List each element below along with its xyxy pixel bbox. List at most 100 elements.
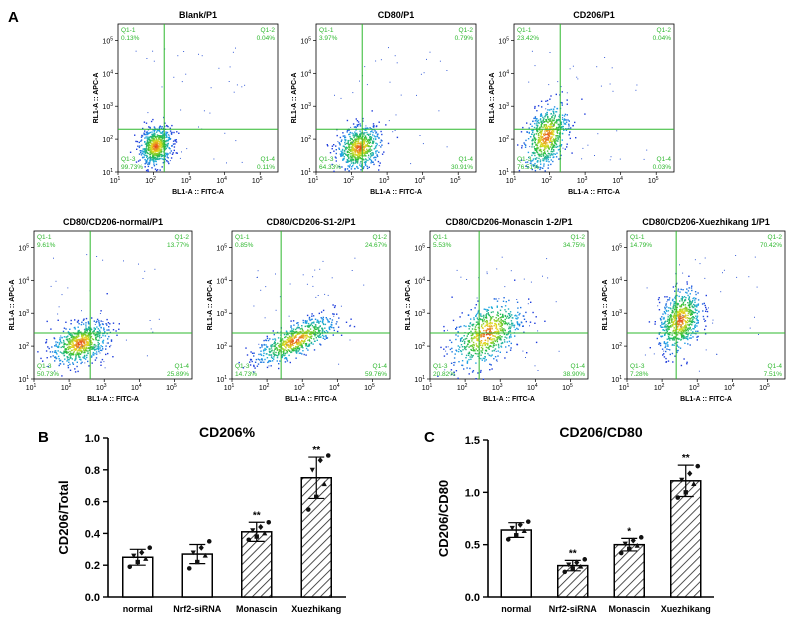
event-point xyxy=(351,147,353,150)
event-point xyxy=(348,133,350,136)
event-point xyxy=(279,343,281,346)
event-point xyxy=(63,341,65,343)
event-point xyxy=(324,293,326,295)
event-point xyxy=(316,327,319,329)
event-point xyxy=(313,349,316,351)
event-point xyxy=(274,344,276,347)
event-point xyxy=(67,335,69,337)
event-point xyxy=(370,162,372,164)
event-point xyxy=(669,353,671,356)
event-point xyxy=(150,140,153,142)
event-point xyxy=(51,346,53,348)
event-point xyxy=(677,331,679,333)
event-point xyxy=(165,147,167,150)
event-point xyxy=(106,293,108,295)
event-point xyxy=(528,156,530,159)
event-point xyxy=(283,351,285,353)
event-point xyxy=(138,153,141,155)
event-point xyxy=(680,328,682,330)
event-point xyxy=(295,357,297,359)
event-point xyxy=(666,310,668,312)
event-point xyxy=(156,145,158,147)
event-point xyxy=(665,345,667,347)
event-point xyxy=(510,326,512,328)
event-point xyxy=(135,140,137,143)
event-point xyxy=(544,130,546,132)
event-point xyxy=(363,145,365,148)
event-point xyxy=(554,140,556,142)
event-point xyxy=(69,369,72,371)
event-point xyxy=(388,120,390,122)
event-point xyxy=(691,324,693,326)
flow-plot-title: Blank/P1 xyxy=(179,10,217,20)
event-point xyxy=(519,323,521,325)
event-point xyxy=(355,140,357,143)
event-point xyxy=(329,152,332,154)
event-point xyxy=(59,340,62,342)
event-point xyxy=(278,345,280,347)
event-point xyxy=(72,353,74,356)
event-point xyxy=(147,165,150,168)
event-point xyxy=(501,324,503,326)
event-point xyxy=(154,168,157,170)
y-tick-label: 101 xyxy=(498,168,509,177)
event-point xyxy=(160,139,163,141)
event-point xyxy=(167,136,169,139)
event-point xyxy=(290,336,292,338)
event-point xyxy=(490,341,493,344)
event-point xyxy=(273,333,275,336)
event-point xyxy=(359,148,361,150)
event-point xyxy=(78,329,80,332)
event-point xyxy=(534,154,536,157)
event-point xyxy=(665,350,667,353)
event-point xyxy=(674,304,676,306)
event-point xyxy=(295,341,297,344)
event-point xyxy=(676,328,678,331)
event-point xyxy=(270,356,273,359)
event-point xyxy=(161,138,164,140)
event-point xyxy=(136,148,138,150)
event-point xyxy=(87,327,90,329)
event-point xyxy=(64,343,67,345)
event-point xyxy=(282,348,284,350)
event-point xyxy=(81,343,83,346)
event-point xyxy=(74,337,77,339)
event-point xyxy=(152,136,154,138)
x-tick-label: 105 xyxy=(562,383,573,392)
event-point xyxy=(509,313,511,315)
event-point xyxy=(521,147,523,149)
event-point xyxy=(336,134,338,137)
event-point xyxy=(360,165,362,167)
event-point xyxy=(504,286,506,288)
event-point xyxy=(155,136,158,138)
event-point xyxy=(152,133,155,136)
event-point xyxy=(88,365,90,367)
event-point xyxy=(275,347,278,349)
event-point xyxy=(265,353,268,355)
event-point xyxy=(463,335,465,337)
event-point xyxy=(680,315,682,318)
event-point xyxy=(672,343,674,346)
event-point xyxy=(560,154,562,157)
event-point xyxy=(348,157,350,160)
event-point xyxy=(72,338,74,340)
event-point xyxy=(98,350,100,353)
event-point xyxy=(687,324,689,326)
event-point xyxy=(300,336,303,339)
event-point xyxy=(679,321,681,323)
event-point xyxy=(687,343,689,345)
event-point xyxy=(286,344,288,346)
event-point xyxy=(502,316,504,318)
event-point xyxy=(142,150,144,153)
event-point xyxy=(508,316,511,319)
event-point xyxy=(680,324,682,326)
event-point xyxy=(575,137,577,139)
event-point xyxy=(149,145,151,147)
event-point xyxy=(693,317,695,319)
event-point xyxy=(487,325,489,327)
event-point xyxy=(147,146,150,148)
event-point xyxy=(469,356,471,358)
event-point xyxy=(74,328,76,330)
event-point xyxy=(355,143,357,145)
event-point xyxy=(86,346,88,348)
